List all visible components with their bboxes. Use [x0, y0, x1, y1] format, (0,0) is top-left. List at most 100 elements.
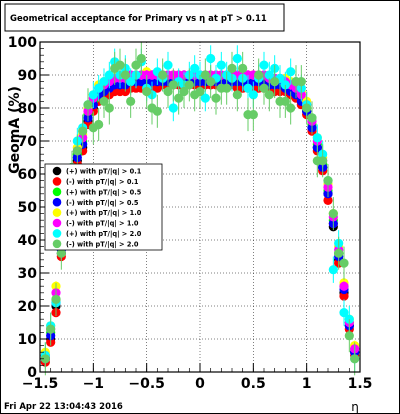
x-tick-label: −1.5	[22, 376, 59, 392]
y-tick-label: 90	[18, 68, 38, 84]
data-point	[115, 60, 125, 70]
y-tick-label: 60	[18, 167, 38, 183]
legend-label: (+) with pT/|q| > 0.5	[66, 188, 142, 197]
legend-marker	[52, 239, 62, 249]
data-point	[328, 209, 338, 219]
data-point	[280, 96, 290, 106]
data-point	[344, 331, 354, 341]
data-point	[168, 103, 178, 113]
data-point	[195, 86, 205, 97]
data-point	[318, 156, 328, 166]
series-7	[40, 42, 360, 376]
data-point	[339, 291, 349, 301]
data-point	[99, 77, 109, 87]
data-point	[200, 70, 210, 80]
data-point	[174, 93, 184, 103]
legend-marker	[52, 208, 62, 217]
data-point	[270, 77, 280, 87]
data-point	[232, 53, 242, 64]
data-point	[56, 248, 66, 258]
y-tick-label: 30	[18, 266, 38, 282]
axes: −1.5 −1 −0.5 0 0.5 1 1.5 0 10 20 30 40 50 60 70 80 90 100	[8, 35, 373, 392]
legend-box	[44, 163, 163, 251]
data-point	[259, 60, 269, 70]
data-point	[46, 324, 56, 334]
data-point	[286, 67, 296, 77]
legend-marker	[52, 229, 62, 238]
y-tick-label: 40	[18, 233, 38, 249]
legend-marker	[52, 166, 62, 176]
data-point	[307, 113, 317, 123]
legend-marker	[52, 177, 62, 186]
y-tick-label: 100	[8, 35, 37, 51]
data-point	[51, 294, 61, 304]
data-point	[131, 60, 141, 70]
data-point	[216, 60, 226, 70]
data-point	[232, 90, 242, 100]
x-tick-label: −1	[83, 376, 104, 392]
data-point	[126, 77, 136, 87]
data-point	[94, 119, 104, 130]
legend-label: (+) with pT/|q| > 0.1	[66, 168, 142, 177]
x-tick-label: 0	[195, 376, 205, 392]
legend-label: (-) with pT/|q| > 0.1	[66, 178, 139, 187]
data-point	[152, 106, 162, 116]
data-point	[222, 83, 232, 93]
y-tick-label: 80	[18, 101, 38, 117]
data-point	[158, 70, 168, 80]
legend-label: (-) with pT/|q| > 0.5	[66, 199, 139, 208]
legend-marker	[52, 197, 62, 207]
data-point	[200, 93, 210, 103]
data-point	[211, 93, 221, 103]
data-point	[339, 281, 349, 291]
x-tick-label: −0.5	[128, 376, 165, 392]
legend: (+) with pT/|q| > 0.1(-) with pT/|q| > 0…	[44, 163, 163, 251]
data-point	[104, 103, 114, 113]
data-point	[190, 63, 200, 73]
x-tick-label: 0.5	[241, 376, 266, 392]
chart-title: Geometrical acceptance for Primary vs η …	[10, 14, 267, 24]
data-point	[99, 96, 109, 106]
legend-label: (+) with pT/|q| > 2.0	[66, 230, 142, 239]
data-point	[163, 60, 173, 70]
data-point	[168, 80, 178, 90]
data-point	[179, 86, 189, 97]
y-tick-label: 10	[18, 332, 38, 348]
data-point	[126, 96, 136, 106]
data-point	[286, 103, 296, 113]
data-point	[248, 110, 258, 120]
data-point	[136, 53, 146, 64]
data-point	[350, 354, 360, 364]
data-point	[142, 86, 152, 97]
legend-marker	[52, 218, 62, 228]
data-point	[334, 248, 344, 258]
y-tick-label: 0	[27, 365, 37, 381]
data-point	[94, 83, 104, 93]
legend-label: (-) with pT/|q| > 2.0	[66, 240, 139, 249]
footer-timestamp: Fri Apr 22 13:04:43 2016	[4, 402, 123, 412]
x-axis-label: η	[351, 400, 359, 414]
data-point	[339, 308, 349, 318]
data-point	[104, 70, 114, 80]
data-point	[227, 63, 237, 73]
data-point	[259, 83, 269, 93]
data-point	[78, 126, 88, 136]
data-point	[206, 77, 216, 87]
data-point	[83, 100, 93, 110]
legend-label: (+) with pT/|q| > 1.0	[66, 209, 142, 218]
data-point	[264, 70, 274, 80]
data-point	[323, 195, 333, 205]
data-point	[120, 70, 130, 80]
data-point	[254, 70, 264, 80]
x-tick-label: 1.5	[348, 376, 373, 392]
data-point	[238, 63, 248, 73]
data-point	[312, 133, 322, 143]
data-point	[328, 265, 338, 275]
y-tick-label: 70	[18, 134, 38, 150]
data-point	[323, 176, 333, 186]
data-point	[302, 103, 312, 113]
data-points	[40, 42, 360, 376]
title-box	[4, 3, 285, 32]
